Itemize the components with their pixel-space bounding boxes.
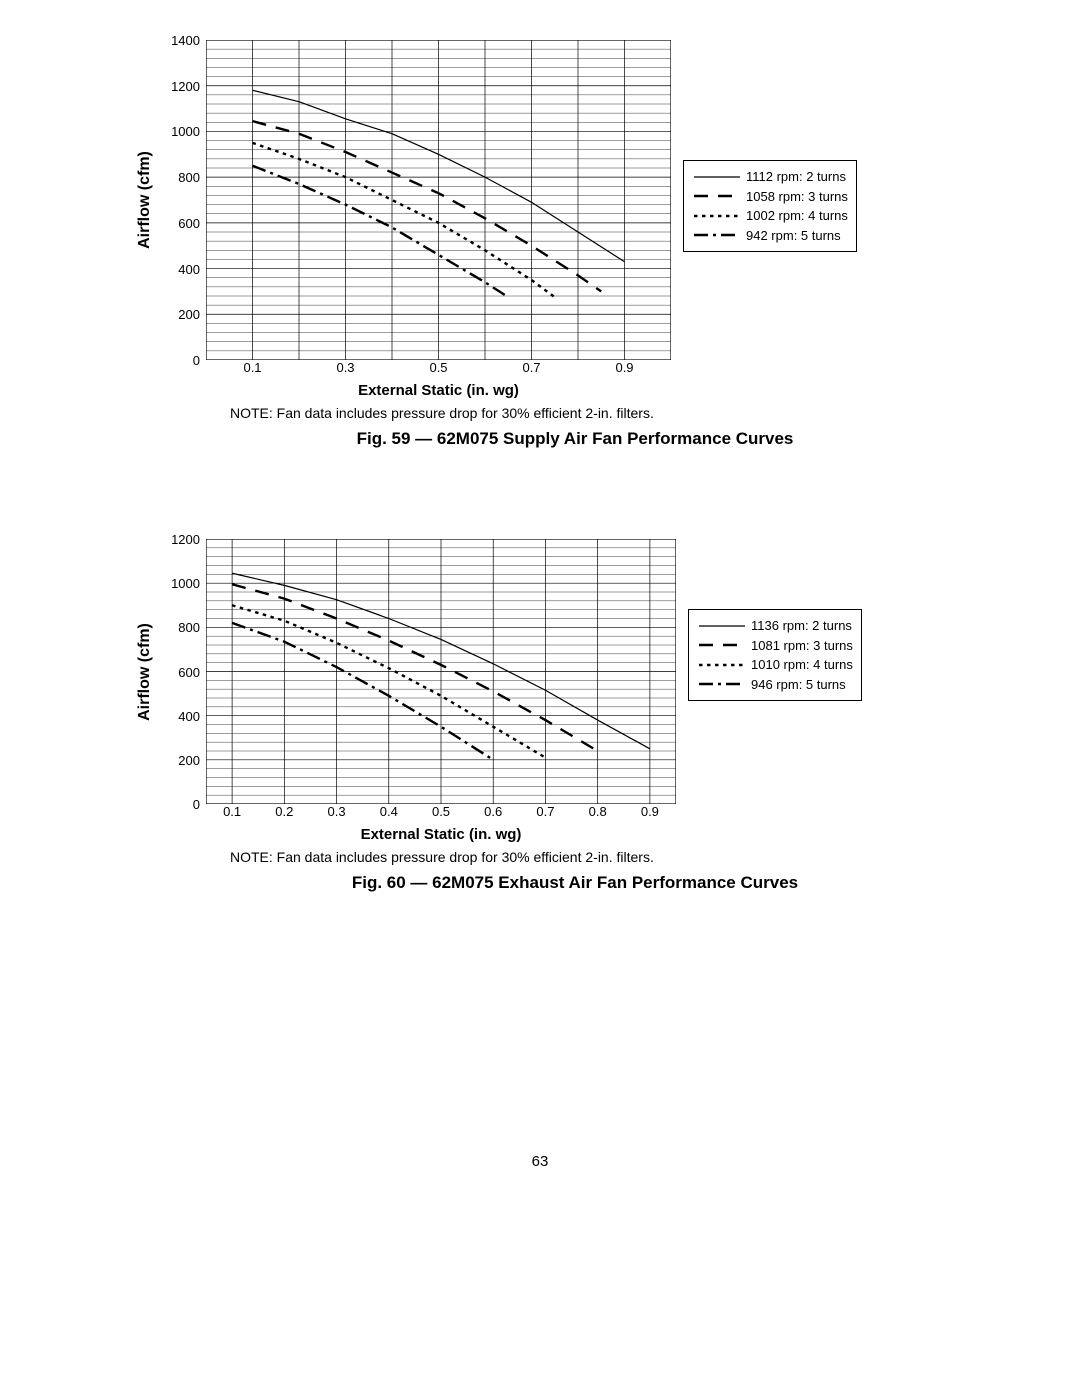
x-axis-label: External Static (in. wg) bbox=[206, 826, 676, 843]
xtick-label: 0.7 bbox=[522, 360, 540, 375]
xtick-label: 0.3 bbox=[336, 360, 354, 375]
ytick-label: 1400 bbox=[171, 33, 200, 48]
ytick-label: 1200 bbox=[171, 532, 200, 547]
legend-swatch bbox=[697, 619, 747, 633]
ytick-label: 800 bbox=[178, 170, 200, 185]
legend-item: 1058 rpm: 3 turns bbox=[692, 187, 848, 207]
legend-item: 946 rpm: 5 turns bbox=[697, 675, 853, 695]
figure-note: NOTE: Fan data includes pressure drop fo… bbox=[230, 405, 1020, 421]
xtick-label: 0.5 bbox=[429, 360, 447, 375]
ytick-label: 1200 bbox=[171, 79, 200, 94]
legend-label: 1010 rpm: 4 turns bbox=[751, 655, 853, 675]
legend-item: 942 rpm: 5 turns bbox=[692, 226, 848, 246]
ytick-label: 800 bbox=[178, 620, 200, 635]
legend-swatch bbox=[697, 638, 747, 652]
x-axis-label: External Static (in. wg) bbox=[206, 382, 671, 399]
y-axis-label: Airflow (cfm) bbox=[136, 151, 154, 249]
figure-caption: Fig. 60 — 62M075 Exhaust Air Fan Perform… bbox=[130, 873, 1020, 893]
page-number: 63 bbox=[60, 1153, 1020, 1170]
xtick-label: 0.2 bbox=[275, 804, 293, 819]
legend-item: 1136 rpm: 2 turns bbox=[697, 616, 853, 636]
figure-caption: Fig. 59 — 62M075 Supply Air Fan Performa… bbox=[130, 429, 1020, 449]
legend-swatch bbox=[692, 228, 742, 242]
figure-block: Airflow (cfm)02004006008001000120014000.… bbox=[130, 40, 1020, 449]
legend-item: 1081 rpm: 3 turns bbox=[697, 636, 853, 656]
chart-plot bbox=[206, 539, 676, 804]
legend-swatch bbox=[692, 189, 742, 203]
legend-label: 1136 rpm: 2 turns bbox=[751, 616, 852, 636]
figure-block: Airflow (cfm)0200400600800100012000.10.2… bbox=[130, 539, 1020, 893]
legend-item: 1002 rpm: 4 turns bbox=[692, 206, 848, 226]
xtick-label: 0.9 bbox=[641, 804, 659, 819]
xtick-label: 0.1 bbox=[223, 804, 241, 819]
legend: 1136 rpm: 2 turns1081 rpm: 3 turns1010 r… bbox=[688, 609, 862, 701]
ytick-label: 1000 bbox=[171, 576, 200, 591]
xtick-label: 0.6 bbox=[484, 804, 502, 819]
xtick-label: 0.8 bbox=[589, 804, 607, 819]
legend-swatch bbox=[692, 170, 742, 184]
legend-label: 942 rpm: 5 turns bbox=[746, 226, 841, 246]
xtick-label: 0.3 bbox=[328, 804, 346, 819]
xtick-label: 0.4 bbox=[380, 804, 398, 819]
ytick-label: 600 bbox=[178, 216, 200, 231]
legend-label: 1058 rpm: 3 turns bbox=[746, 187, 848, 207]
ytick-label: 600 bbox=[178, 665, 200, 680]
legend-label: 946 rpm: 5 turns bbox=[751, 675, 846, 695]
y-axis-label: Airflow (cfm) bbox=[136, 623, 154, 721]
ytick-label: 200 bbox=[178, 753, 200, 768]
xtick-label: 0.1 bbox=[243, 360, 261, 375]
ytick-label: 0 bbox=[193, 353, 200, 368]
ytick-label: 200 bbox=[178, 307, 200, 322]
legend-item: 1010 rpm: 4 turns bbox=[697, 655, 853, 675]
ytick-label: 400 bbox=[178, 709, 200, 724]
legend-swatch bbox=[692, 209, 742, 223]
ytick-label: 400 bbox=[178, 262, 200, 277]
xtick-label: 0.9 bbox=[615, 360, 633, 375]
legend-label: 1002 rpm: 4 turns bbox=[746, 206, 848, 226]
xtick-label: 0.7 bbox=[536, 804, 554, 819]
ytick-label: 1000 bbox=[171, 124, 200, 139]
legend-swatch bbox=[697, 658, 747, 672]
legend: 1112 rpm: 2 turns1058 rpm: 3 turns1002 r… bbox=[683, 160, 857, 252]
ytick-label: 0 bbox=[193, 797, 200, 812]
legend-label: 1112 rpm: 2 turns bbox=[746, 167, 846, 187]
legend-item: 1112 rpm: 2 turns bbox=[692, 167, 848, 187]
legend-label: 1081 rpm: 3 turns bbox=[751, 636, 853, 656]
xtick-label: 0.5 bbox=[432, 804, 450, 819]
chart-plot bbox=[206, 40, 671, 360]
legend-swatch bbox=[697, 677, 747, 691]
figure-note: NOTE: Fan data includes pressure drop fo… bbox=[230, 849, 1020, 865]
